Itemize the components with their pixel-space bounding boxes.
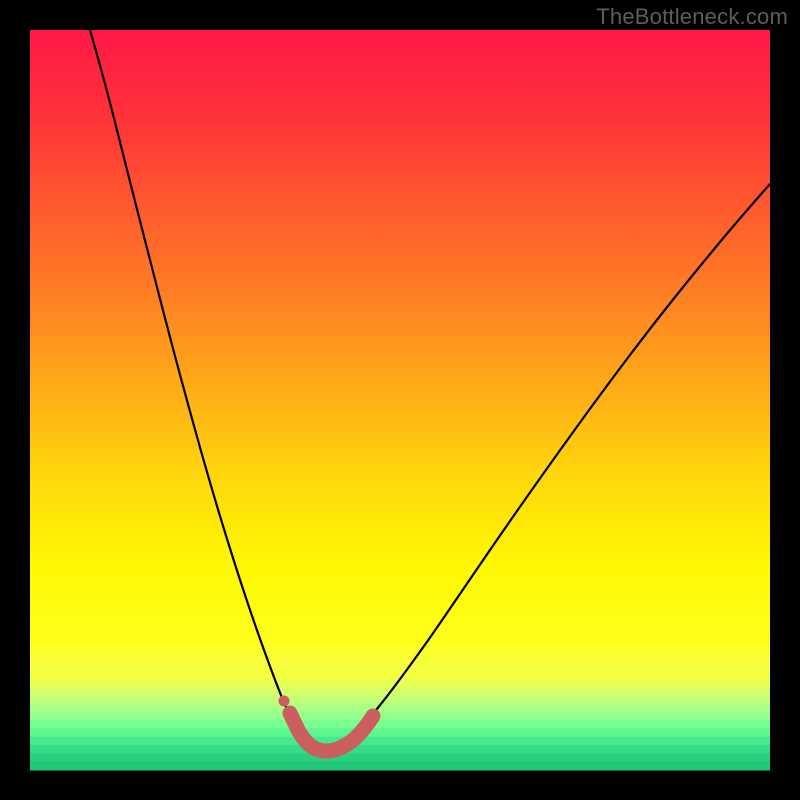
plot-background	[30, 30, 770, 770]
watermark-text: TheBottleneck.com	[596, 4, 788, 30]
valley-highlight-dot	[279, 696, 290, 707]
bottleneck-curve-chart	[0, 0, 800, 800]
chart-container: TheBottleneck.com	[0, 0, 800, 800]
green-banding	[30, 670, 770, 770]
